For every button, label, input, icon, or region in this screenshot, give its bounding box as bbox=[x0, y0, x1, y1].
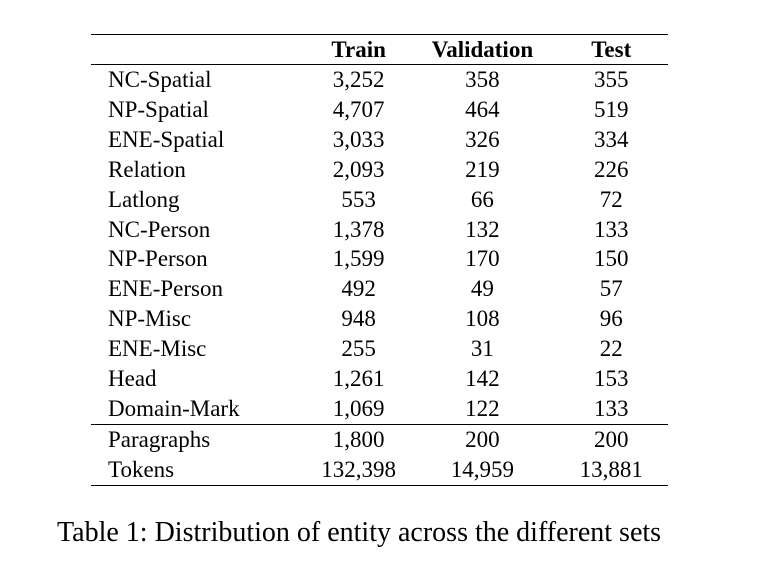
train-cell: 948 bbox=[341, 306, 376, 332]
validation-cell: 14,959 bbox=[450, 456, 515, 482]
test-cell: 96 bbox=[599, 306, 623, 332]
row-label-cell: Tokens bbox=[108, 456, 175, 482]
train-cell: 553 bbox=[341, 186, 376, 212]
validation-cell: 49 bbox=[470, 276, 494, 302]
table-row: Relation 2,093 219 226 bbox=[91, 155, 668, 185]
train-cell: 4,707 bbox=[332, 96, 385, 122]
header-row: Train Validation Test bbox=[91, 34, 668, 65]
train-cell: 255 bbox=[341, 336, 376, 362]
validation-cell: 66 bbox=[470, 186, 494, 212]
table-row: Domain-Mark 1,069 122 133 bbox=[91, 394, 668, 424]
table-row: NP-Person 1,599 170 150 bbox=[91, 244, 668, 274]
train-cell: 1,599 bbox=[332, 246, 385, 272]
table-row: ENE-Misc 255 31 22 bbox=[91, 334, 668, 364]
validation-cell: 142 bbox=[465, 366, 500, 392]
row-label-cell: ENE-Misc bbox=[108, 336, 207, 362]
table-row: NP-Spatial 4,707 464 519 bbox=[91, 95, 668, 125]
validation-cell: 31 bbox=[470, 336, 494, 362]
header-cell-label bbox=[91, 35, 307, 65]
test-cell: 226 bbox=[593, 156, 629, 182]
test-cell: 13,881 bbox=[579, 456, 643, 482]
train-cell: 1,261 bbox=[332, 366, 385, 392]
row-label-cell: Domain-Mark bbox=[108, 395, 240, 421]
train-cell: 3,033 bbox=[332, 126, 385, 152]
train-cell: 1,069 bbox=[332, 395, 385, 421]
train-cell: 3,252 bbox=[332, 67, 385, 92]
table-row: ENE-Person 492 49 57 bbox=[91, 274, 668, 304]
entity-distribution-table: Train Validation Test NC-Spatial 3,252 358… bbox=[91, 34, 668, 486]
table-row: NP-Misc 948 108 96 bbox=[91, 304, 668, 334]
header-cell-test: Test bbox=[591, 37, 632, 62]
header-cell-train: Train bbox=[331, 37, 386, 62]
validation-cell: 122 bbox=[465, 395, 500, 421]
total-rows: Paragraphs 1,800 200 200 Tokens 132,398 14,959… bbox=[91, 424, 668, 486]
validation-cell: 170 bbox=[465, 246, 500, 272]
row-label-cell: NP-Spatial bbox=[108, 96, 209, 122]
validation-cell: 358 bbox=[465, 67, 500, 92]
train-cell: 1,800 bbox=[332, 426, 385, 452]
test-cell: 355 bbox=[593, 67, 629, 92]
train-cell: 132,398 bbox=[321, 456, 397, 482]
test-cell: 200 bbox=[593, 426, 629, 452]
table-header: Train Validation Test bbox=[91, 34, 668, 65]
total-row: Tokens 132,398 14,959 13,881 bbox=[91, 455, 668, 486]
validation-cell: 326 bbox=[465, 126, 500, 152]
validation-cell: 108 bbox=[465, 306, 500, 332]
test-cell: 150 bbox=[593, 246, 629, 272]
table-caption: Table 1: Distribution of entity across t… bbox=[57, 517, 662, 548]
table-row: NC-Person 1,378 132 133 bbox=[91, 215, 668, 245]
validation-cell: 464 bbox=[465, 96, 500, 122]
row-label-cell: NP-Misc bbox=[108, 306, 192, 332]
test-cell: 133 bbox=[593, 395, 629, 421]
test-cell: 334 bbox=[593, 126, 629, 152]
row-label-cell: Head bbox=[108, 366, 157, 392]
test-cell: 519 bbox=[593, 96, 629, 122]
header-cell-validation: Validation bbox=[431, 37, 534, 62]
test-cell: 72 bbox=[599, 186, 623, 212]
entity-distribution-table-wrapper: Train Validation Test NC-Spatial 3,252 358… bbox=[91, 34, 668, 486]
test-cell: 133 bbox=[593, 216, 629, 242]
row-label-cell: NC-Person bbox=[108, 216, 211, 242]
row-label-cell: ENE-Spatial bbox=[108, 126, 225, 152]
validation-cell: 219 bbox=[465, 156, 500, 182]
row-label-cell: ENE-Person bbox=[108, 276, 223, 302]
row-label-cell: NC-Spatial bbox=[108, 67, 212, 92]
train-cell: 492 bbox=[341, 276, 376, 302]
row-label-cell: Relation bbox=[108, 156, 186, 182]
row-label-cell: Paragraphs bbox=[108, 426, 211, 452]
test-cell: 22 bbox=[599, 336, 623, 362]
row-label-cell: NP-Person bbox=[108, 246, 208, 272]
row-label-cell: Latlong bbox=[108, 186, 180, 212]
test-cell: 57 bbox=[599, 276, 623, 302]
test-cell: 153 bbox=[593, 366, 629, 392]
table-row: Head 1,261 142 153 bbox=[91, 364, 668, 394]
train-cell: 1,378 bbox=[332, 216, 385, 242]
entity-rows: NC-Spatial 3,252 358 355 NP-Spatial 4,707 464 5… bbox=[91, 65, 668, 425]
validation-cell: 132 bbox=[465, 216, 500, 242]
total-row: Paragraphs 1,800 200 200 bbox=[91, 424, 668, 454]
table-row: Latlong 553 66 72 bbox=[91, 185, 668, 215]
table-row: NC-Spatial 3,252 358 355 bbox=[91, 65, 668, 95]
train-cell: 2,093 bbox=[332, 156, 385, 182]
validation-cell: 200 bbox=[465, 426, 500, 452]
table-row: ENE-Spatial 3,033 326 334 bbox=[91, 125, 668, 155]
